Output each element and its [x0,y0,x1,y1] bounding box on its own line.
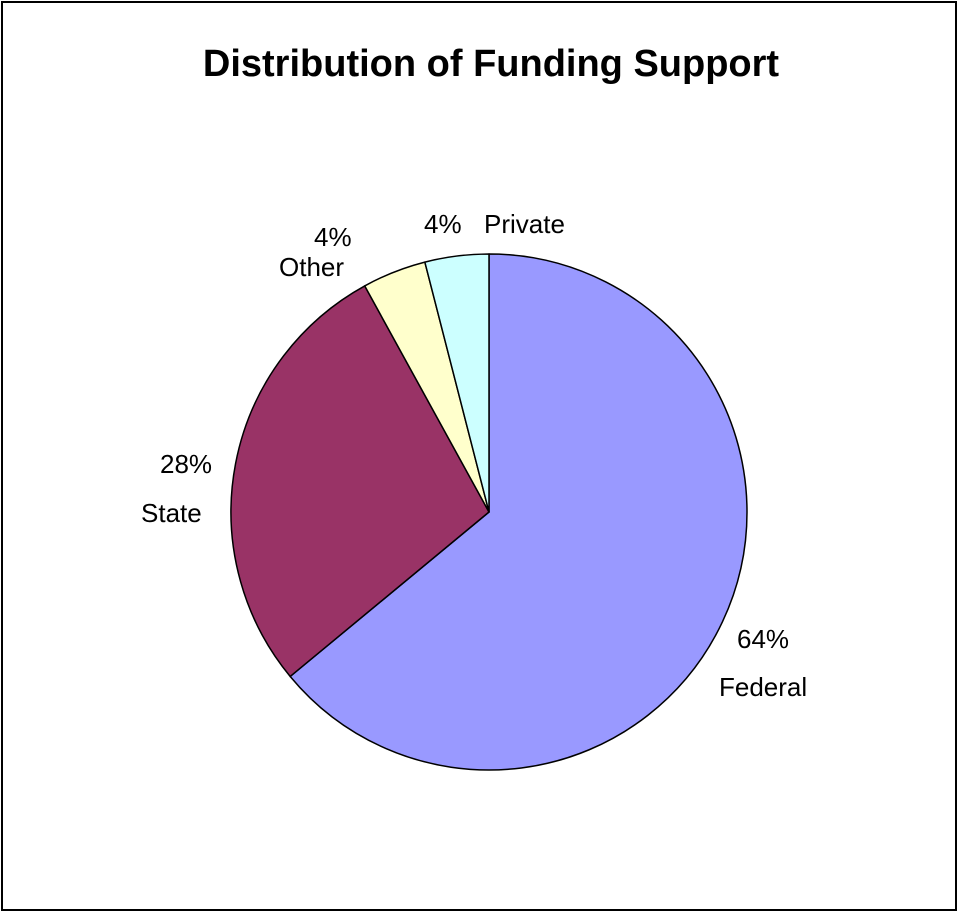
pie-slices [230,253,748,771]
slice-label-other-percent: 4% [314,222,352,252]
chart-title: Distribution of Funding Support [202,43,780,85]
slice-label-state-percent: 28% [160,449,212,479]
slice-label-federal-percent: 64% [737,624,789,654]
slice-label-private-percent: 4% [424,209,462,239]
slice-label-state-name: State [141,498,202,528]
slice-label-other-name: Other [279,252,344,282]
slice-label-federal-name: Federal [719,672,807,702]
pie-slice-state [230,285,490,678]
pie-slice-private [424,253,490,513]
pie-slice-federal [289,253,748,771]
slice-label-private-name: Private [484,209,565,239]
